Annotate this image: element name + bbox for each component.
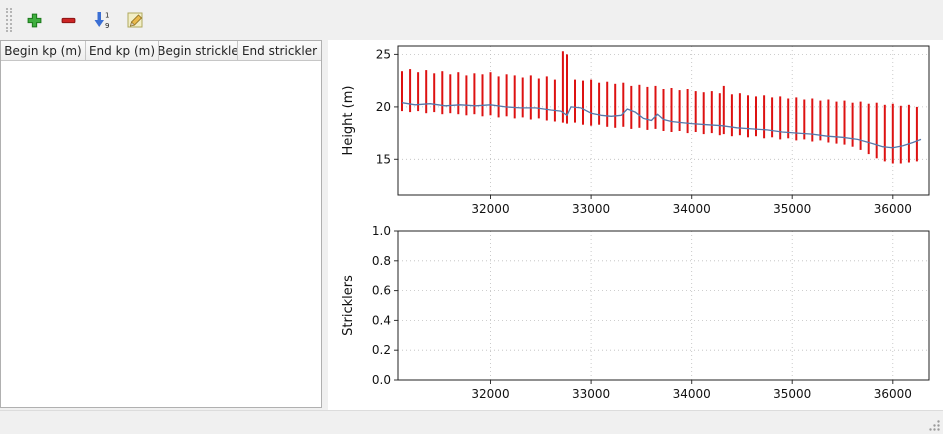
svg-text:1: 1 <box>105 12 109 20</box>
table-body-empty <box>1 61 321 407</box>
svg-text:35000: 35000 <box>773 387 811 401</box>
sort-numeric-icon: 1 9 <box>93 11 111 29</box>
resize-grip[interactable] <box>928 419 941 432</box>
charts-panel: 32000 33000 34000 35000 36000 15 20 25 Height (m… <box>328 40 943 410</box>
svg-text:20: 20 <box>376 100 391 114</box>
svg-text:Height (m): Height (m) <box>341 86 356 156</box>
svg-text:33000: 33000 <box>572 202 610 216</box>
strickler-table: Begin kp (m) End kp (m) Begin strickle E… <box>0 40 322 408</box>
svg-text:25: 25 <box>376 47 391 61</box>
status-bar <box>0 410 943 434</box>
svg-text:32000: 32000 <box>471 202 509 216</box>
svg-text:9: 9 <box>105 22 109 29</box>
sort-button[interactable]: 1 9 <box>88 6 116 34</box>
svg-text:15: 15 <box>376 152 391 166</box>
toolbar-handle[interactable] <box>6 8 12 32</box>
remove-row-button[interactable] <box>54 6 82 34</box>
svg-text:32000: 32000 <box>471 387 509 401</box>
svg-text:35000: 35000 <box>773 202 811 216</box>
height-profile-chart: 32000 33000 34000 35000 36000 15 20 25 Height (m… <box>328 40 943 225</box>
svg-text:0.6: 0.6 <box>372 284 391 298</box>
svg-text:0.0: 0.0 <box>372 373 391 387</box>
col-header-end-strickler[interactable]: End strickler <box>238 41 321 60</box>
edit-button[interactable] <box>122 6 150 34</box>
toolbar: 1 9 <box>0 0 943 40</box>
svg-text:0.8: 0.8 <box>372 254 391 268</box>
col-header-begin-kp[interactable]: Begin kp (m) <box>1 41 86 60</box>
svg-text:1.0: 1.0 <box>372 225 391 238</box>
stricklers-chart: 32000 33000 34000 35000 36000 0.0 0.2 0.4 0.6 0.8… <box>328 224 943 410</box>
plus-icon <box>26 12 43 29</box>
svg-text:33000: 33000 <box>572 387 610 401</box>
svg-text:0.2: 0.2 <box>372 343 391 357</box>
svg-text:Stricklers: Stricklers <box>341 275 356 336</box>
pencil-icon <box>127 11 145 29</box>
col-header-end-kp[interactable]: End kp (m) <box>86 41 159 60</box>
svg-text:0.4: 0.4 <box>372 313 391 327</box>
col-header-begin-strickler[interactable]: Begin strickle <box>159 41 238 60</box>
table-header-row: Begin kp (m) End kp (m) Begin strickle E… <box>1 41 321 61</box>
svg-text:36000: 36000 <box>874 202 912 216</box>
svg-text:34000: 34000 <box>673 202 711 216</box>
add-row-button[interactable] <box>20 6 48 34</box>
svg-text:36000: 36000 <box>874 387 912 401</box>
minus-icon <box>60 12 77 29</box>
svg-text:34000: 34000 <box>673 387 711 401</box>
